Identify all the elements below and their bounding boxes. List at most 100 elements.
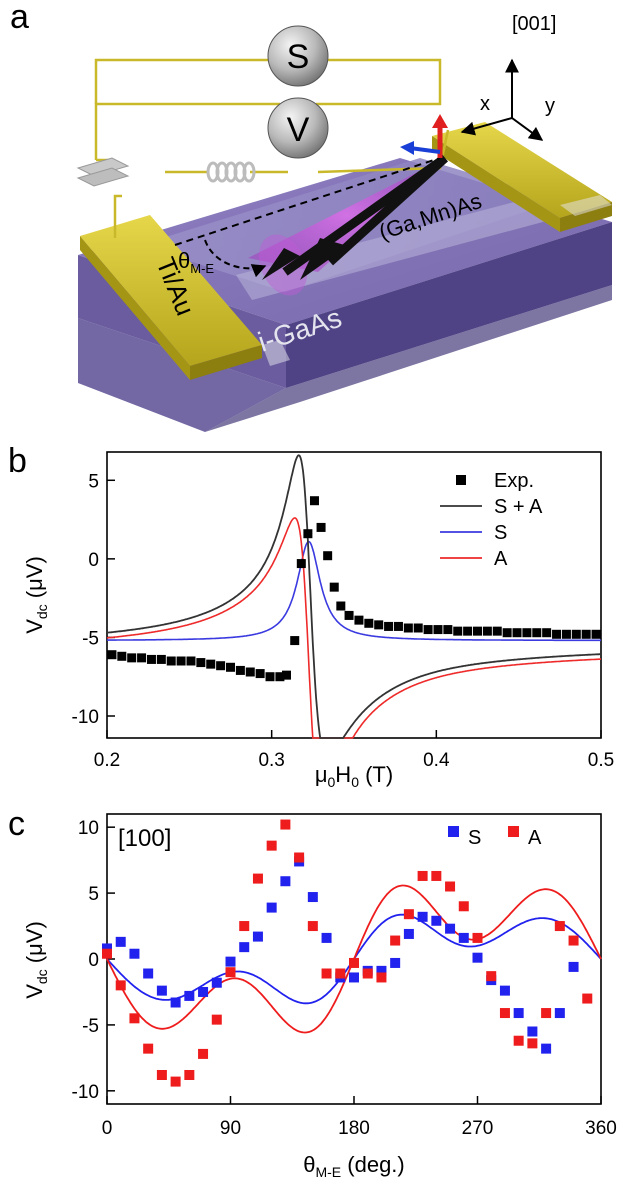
chart-c-y-tick-label: -10 xyxy=(72,1082,99,1103)
chart-c-point-s xyxy=(307,892,318,903)
chart-b-exp-point xyxy=(336,601,346,611)
chart-b-x-tick-label: 0.5 xyxy=(588,750,614,771)
chart-b-exp-point xyxy=(166,656,176,666)
chart-c-point-s xyxy=(513,1008,524,1019)
left-contact xyxy=(80,215,262,380)
chart-c-point-s xyxy=(170,997,181,1008)
chart-c-legend-marker xyxy=(508,826,519,837)
chart-b-exp-point xyxy=(413,623,423,633)
chart-c-point-s xyxy=(225,956,236,967)
chart-c-point-s xyxy=(554,1008,565,1019)
chart-b-exp-point xyxy=(561,629,571,639)
chart-c-point-s xyxy=(472,952,483,963)
chart-c-point-a xyxy=(307,921,318,932)
chart-b-legend-label: A xyxy=(494,548,508,570)
chart-c-point-s xyxy=(239,942,250,953)
chart-c-point-s xyxy=(321,932,332,943)
chart-c-point-a xyxy=(445,881,456,892)
chart-c-point-s xyxy=(417,911,428,922)
chart-b-exp-point xyxy=(473,626,482,636)
chart-b-exp-point xyxy=(137,653,147,663)
chart-b-exp-point xyxy=(303,529,313,539)
chart-c-point-a xyxy=(431,870,442,881)
chart-b-exp-point xyxy=(290,636,300,646)
chart-c-point-s xyxy=(211,977,222,988)
chart-c-point-a xyxy=(266,840,277,851)
chart-b-exp-point xyxy=(226,662,235,672)
chart-b-exp-point xyxy=(532,628,542,638)
chart-b-y-axis-label: Vdc (μV) xyxy=(22,556,50,634)
chart-c-point-s xyxy=(129,948,140,959)
source-label: S xyxy=(287,38,310,76)
chart-c-point-a xyxy=(472,932,483,943)
chart-c-point-s xyxy=(376,965,387,976)
chart-b-exp-point xyxy=(384,621,394,631)
voltmeter-label: V xyxy=(287,111,310,149)
chart-c-annotation: [100] xyxy=(118,825,171,852)
voltmeter-icon: V xyxy=(267,97,329,159)
chart-c-point-s xyxy=(280,876,291,887)
chart-b-exp-point xyxy=(542,628,552,638)
chart-b-x-tick-label: 0.4 xyxy=(423,750,450,771)
panel-letter-b: b xyxy=(8,442,27,480)
chart-b-exp-point xyxy=(117,651,127,661)
chart-b-exp-point xyxy=(281,670,291,680)
chart-c-x-tick-label: 270 xyxy=(462,1118,494,1139)
chart-b-y-tick-label: -10 xyxy=(72,707,99,728)
signal-source-icon: S xyxy=(267,25,329,87)
magnetization-precession xyxy=(174,114,449,296)
chart-c-point-a xyxy=(349,957,359,968)
chart-c-point-s xyxy=(527,1026,538,1037)
chart-c-point-a xyxy=(102,948,112,959)
chart-b-exp-point xyxy=(591,629,601,639)
chart-b-exp-point xyxy=(146,654,156,664)
chart-b-x-tick-label: 0.2 xyxy=(94,750,120,771)
chart-c-point-s xyxy=(445,923,456,934)
chart-b-exp-point xyxy=(186,656,196,666)
chart-c-y-tick-label: 0 xyxy=(88,950,99,971)
chart-c-point-a xyxy=(568,935,579,946)
chart-c-point-s xyxy=(266,902,277,913)
chart-b-exp-point xyxy=(127,653,137,663)
chart-c-point-s xyxy=(390,957,401,968)
chart-b-legend: Exp. S + A SA xyxy=(440,470,543,570)
chart-b-exp-point xyxy=(329,582,339,592)
chart-c-point-a xyxy=(417,870,428,881)
chart-b-exp-point xyxy=(206,659,216,669)
chart-b-series-sa-line xyxy=(106,454,601,739)
chart-c-x-axis-label: θM-E (deg.) xyxy=(303,1152,405,1180)
chart-b-exp-point xyxy=(552,629,562,639)
chart-b-y-tick-label: -5 xyxy=(82,628,99,649)
chart-b-legend-label: Exp. xyxy=(494,470,534,492)
chart-b-exp-point xyxy=(255,669,265,679)
chart-c-point-s xyxy=(568,961,579,972)
chart-c-legend-label: S xyxy=(468,827,481,849)
chart-c-point-s xyxy=(431,915,442,926)
chart-c-point-a xyxy=(129,1013,140,1024)
axis-001-label: [001] xyxy=(512,13,556,35)
angle-label: θM-E xyxy=(178,248,214,276)
chart-b-exp-point xyxy=(423,625,433,635)
chart-b-x-tick-label: 0.3 xyxy=(258,750,284,771)
chart-b-exp-point xyxy=(482,626,492,636)
chart-b-exp-point xyxy=(571,629,581,639)
chart-b-exp-point xyxy=(463,626,473,636)
chart-c-legend-marker xyxy=(448,826,459,837)
device-schematic: a xyxy=(10,0,612,432)
chart-c-point-a xyxy=(458,901,469,912)
chart-c-point-a xyxy=(170,1076,181,1087)
chart-c-x-tick-label: 90 xyxy=(220,1118,241,1139)
chart-c-point-s xyxy=(115,936,126,947)
chart-c-point-a xyxy=(211,1014,222,1025)
chart-b-exp-point xyxy=(364,618,374,628)
axis-y-label: y xyxy=(545,95,555,117)
chart-c-point-a xyxy=(513,1035,524,1046)
chart-c-point-a xyxy=(554,921,565,932)
chart-b-exp-point xyxy=(275,672,285,682)
chart-c-point-a xyxy=(115,980,126,991)
chart-b-exp-point xyxy=(344,610,354,620)
chart-b-exp-point xyxy=(156,654,166,664)
axis-x-label: x xyxy=(480,93,490,115)
